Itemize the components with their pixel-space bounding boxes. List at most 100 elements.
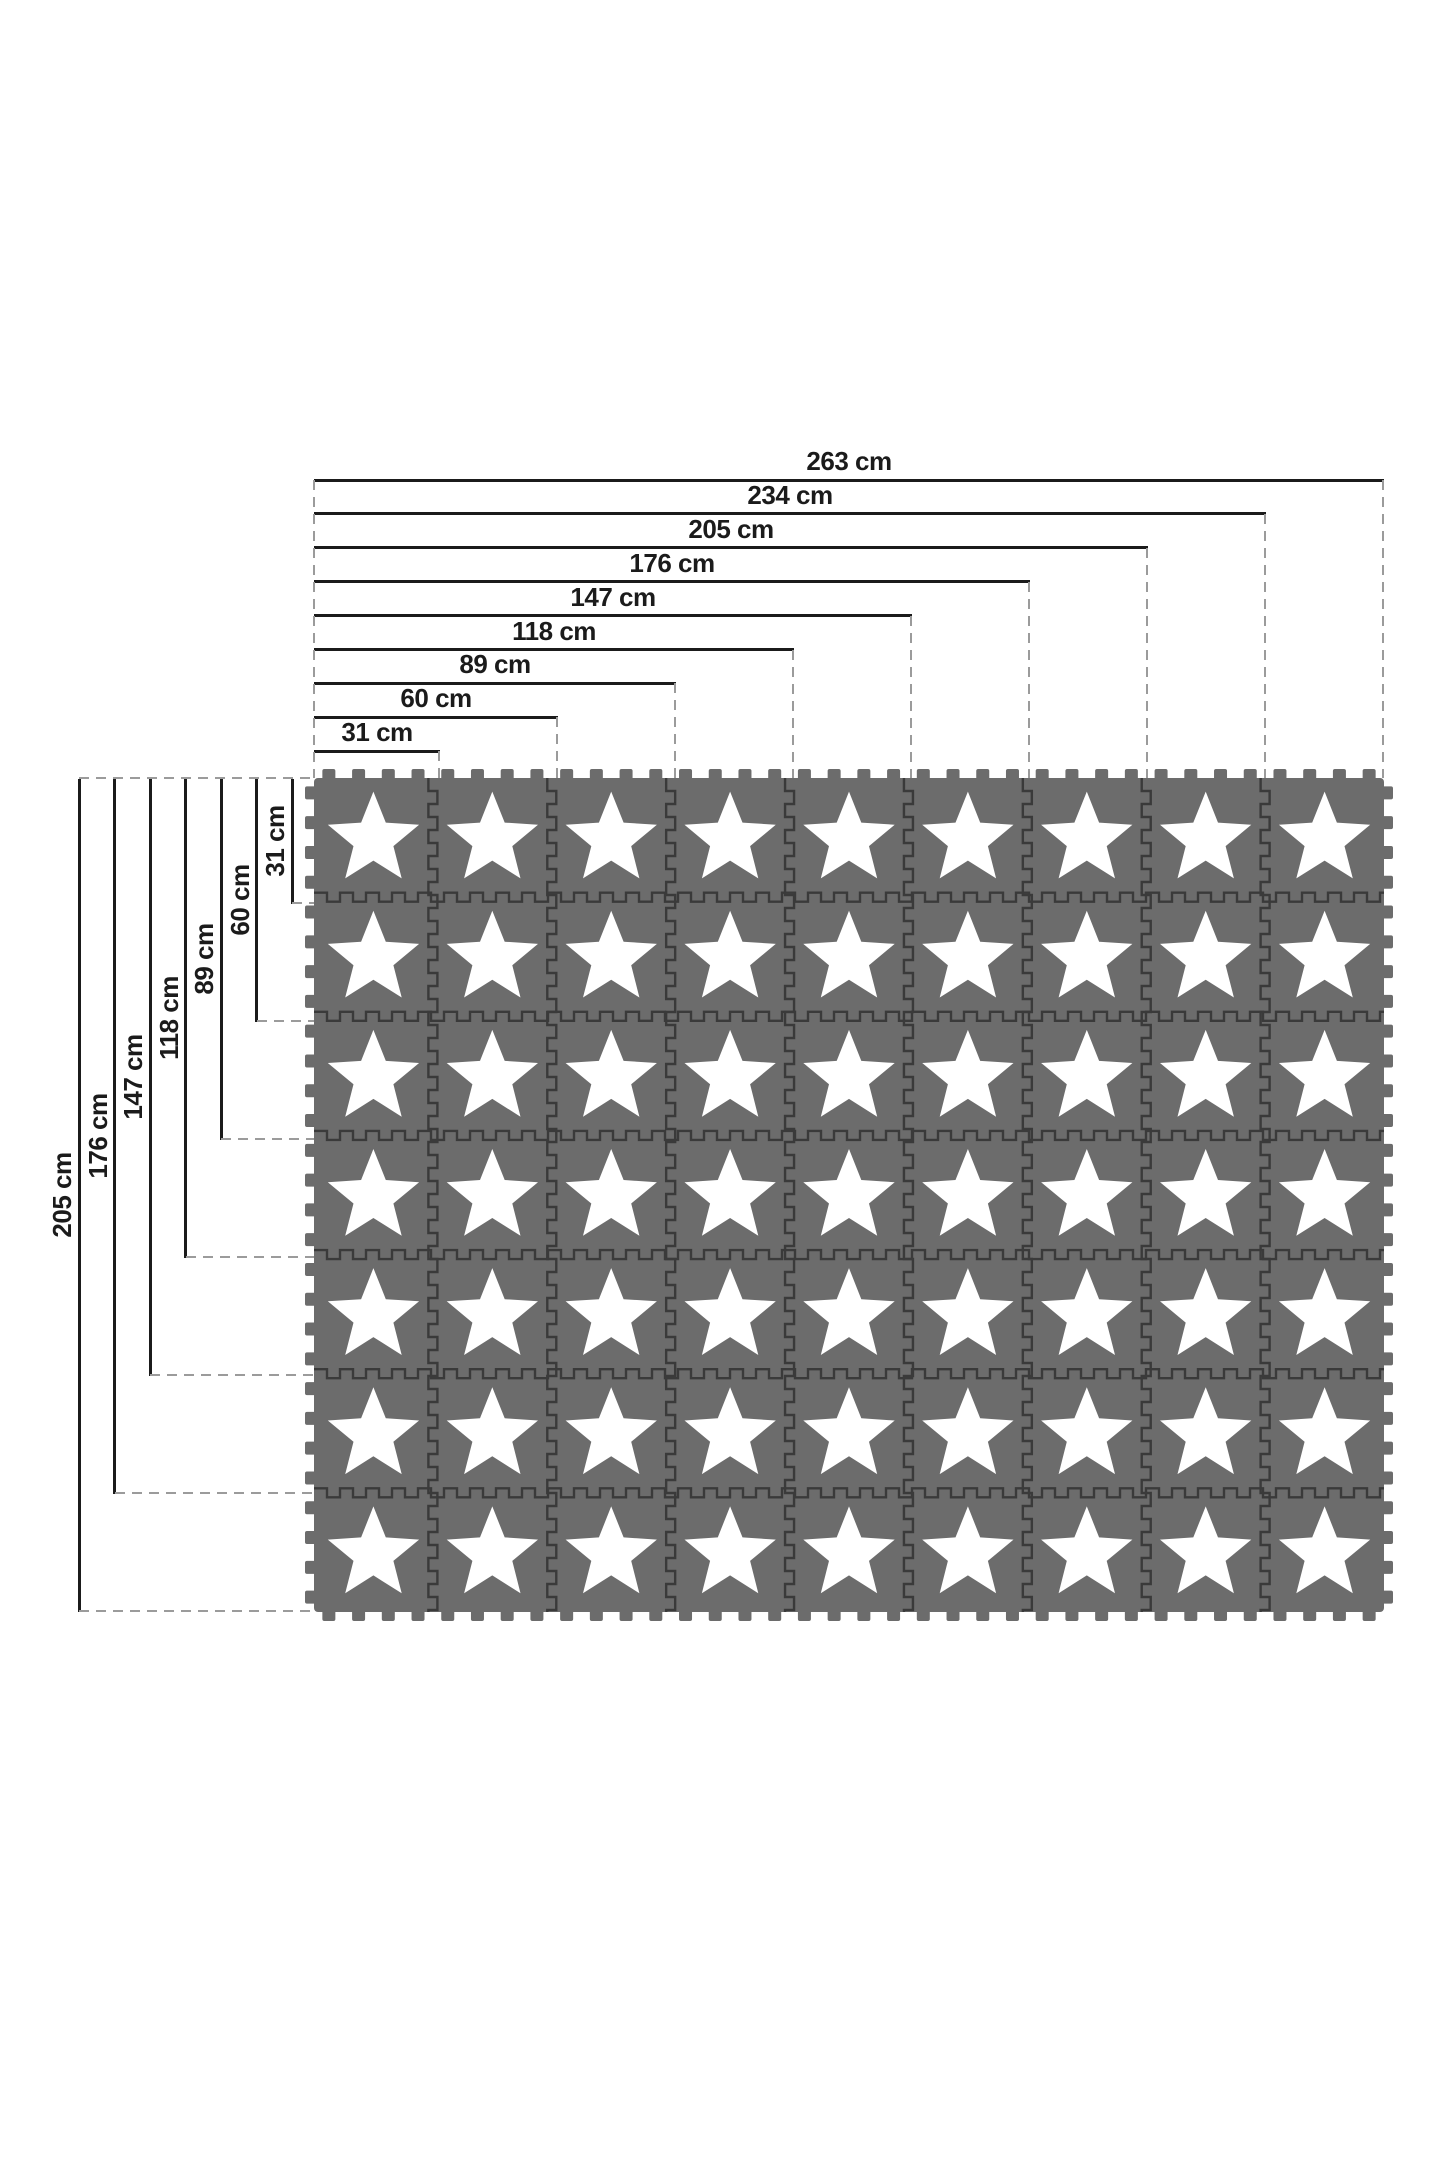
dimension-line-vertical [290,779,294,905]
dimension-label: 234 cm [747,479,833,510]
star-icon [1160,791,1252,879]
tile-seam [427,778,439,1612]
guide-dashed-horizontal [292,902,314,905]
dimension-line-horizontal [314,681,677,685]
star-icon [922,1387,1014,1475]
star-icon [327,1387,420,1475]
star-icon [327,1029,420,1117]
guide-dashed-horizontal [221,1138,314,1141]
tile-seam [664,778,677,1612]
tile-seam [546,778,558,1612]
dimension-label: 89 cm [459,649,531,680]
star-icon [1041,1029,1133,1117]
tile-seam [1021,778,1034,1612]
puzzle-mat [305,769,1393,1621]
star-icon [1278,791,1371,879]
star-icon [565,1149,657,1236]
star-icon [1160,1387,1252,1475]
dimension-label: 118 cm [153,976,184,1060]
guide-dashed-vertical [1028,581,1031,778]
star-icon [327,1506,420,1594]
star-icon [1041,1268,1133,1355]
dimension-line-horizontal [314,512,1266,516]
guide-dashed-vertical [438,751,441,778]
guide-dashed-horizontal [79,1610,314,1612]
guide-dashed-horizontal [256,1020,314,1023]
dimension-label: 205 cm [47,1152,77,1238]
tile-seam [1259,778,1271,1612]
star-icon [1041,1149,1133,1236]
star-icon [327,791,420,879]
dimension-line-vertical [113,779,116,1495]
star-icon [684,1506,776,1594]
dimension-line-horizontal [314,614,913,618]
star-icon [446,1387,538,1475]
dimension-label: 31 cm [260,805,290,877]
star-icon [1278,1387,1371,1475]
tile-seam [314,1248,1384,1261]
tile-seam [314,891,1384,903]
dimension-line-vertical [219,779,223,1141]
star-icon [327,1149,420,1236]
star-icon [1278,1268,1371,1355]
star-icon [922,1029,1014,1117]
star-icon [803,910,895,998]
star-icon [1160,1268,1252,1355]
dimension-label: 60 cm [400,683,472,714]
tile-seam [314,1487,1384,1499]
dimension-line-vertical [77,779,81,1612]
star-icon [565,1387,657,1475]
dimension-line-horizontal [314,478,1384,482]
star-icon [565,1506,657,1594]
dimension-line-horizontal [314,715,559,719]
star-icon [327,910,420,998]
dimension-label: 60 cm [224,864,255,936]
star-icon [1041,1387,1133,1475]
star-icon [565,791,657,879]
star-icon [922,1506,1014,1594]
guide-dashed-horizontal [79,777,314,779]
star-icon [1041,1506,1133,1594]
star-icon [684,910,776,998]
star-icon [1160,910,1252,998]
star-icon [922,910,1014,998]
dimension-line-horizontal [314,546,1149,550]
dimension-line-horizontal [314,749,441,753]
star-icon [803,1029,895,1117]
star-icon [684,1268,776,1355]
star-icon [1278,1149,1371,1236]
tile-seams [314,778,1384,1612]
star-icon [1041,910,1133,998]
star-icon [446,1029,538,1117]
star-icon [684,791,776,879]
star-icon [1160,1029,1252,1117]
star-tiles [327,791,1371,1594]
dimension-label: 89 cm [189,923,219,995]
dimension-label: 118 cm [512,615,596,646]
star-icon [684,1029,776,1117]
dimension-line-horizontal [314,580,1031,584]
star-icon [446,1506,538,1594]
star-icon [565,910,657,998]
star-icon [1278,910,1371,998]
star-icon [1278,1029,1371,1117]
star-icon [446,1268,538,1355]
guide-dashed-horizontal [150,1374,314,1377]
tile-seam [1140,778,1152,1612]
star-icon [1160,1506,1252,1594]
guide-dashed-horizontal [114,1492,314,1495]
dimension-label: 176 cm [82,1093,113,1179]
star-icon [565,1029,657,1117]
tile-seam [783,778,796,1612]
star-icon [803,1268,895,1355]
dimension-label: 205 cm [688,513,774,544]
guide-dashed-vertical [313,480,315,778]
star-icon [803,791,895,879]
guide-dashed-vertical [792,649,795,778]
dimension-line-vertical [255,779,258,1023]
guide-dashed-horizontal [185,1256,314,1259]
star-icon [565,1268,657,1355]
dimension-label: 147 cm [570,581,656,612]
star-icon [922,1268,1014,1355]
